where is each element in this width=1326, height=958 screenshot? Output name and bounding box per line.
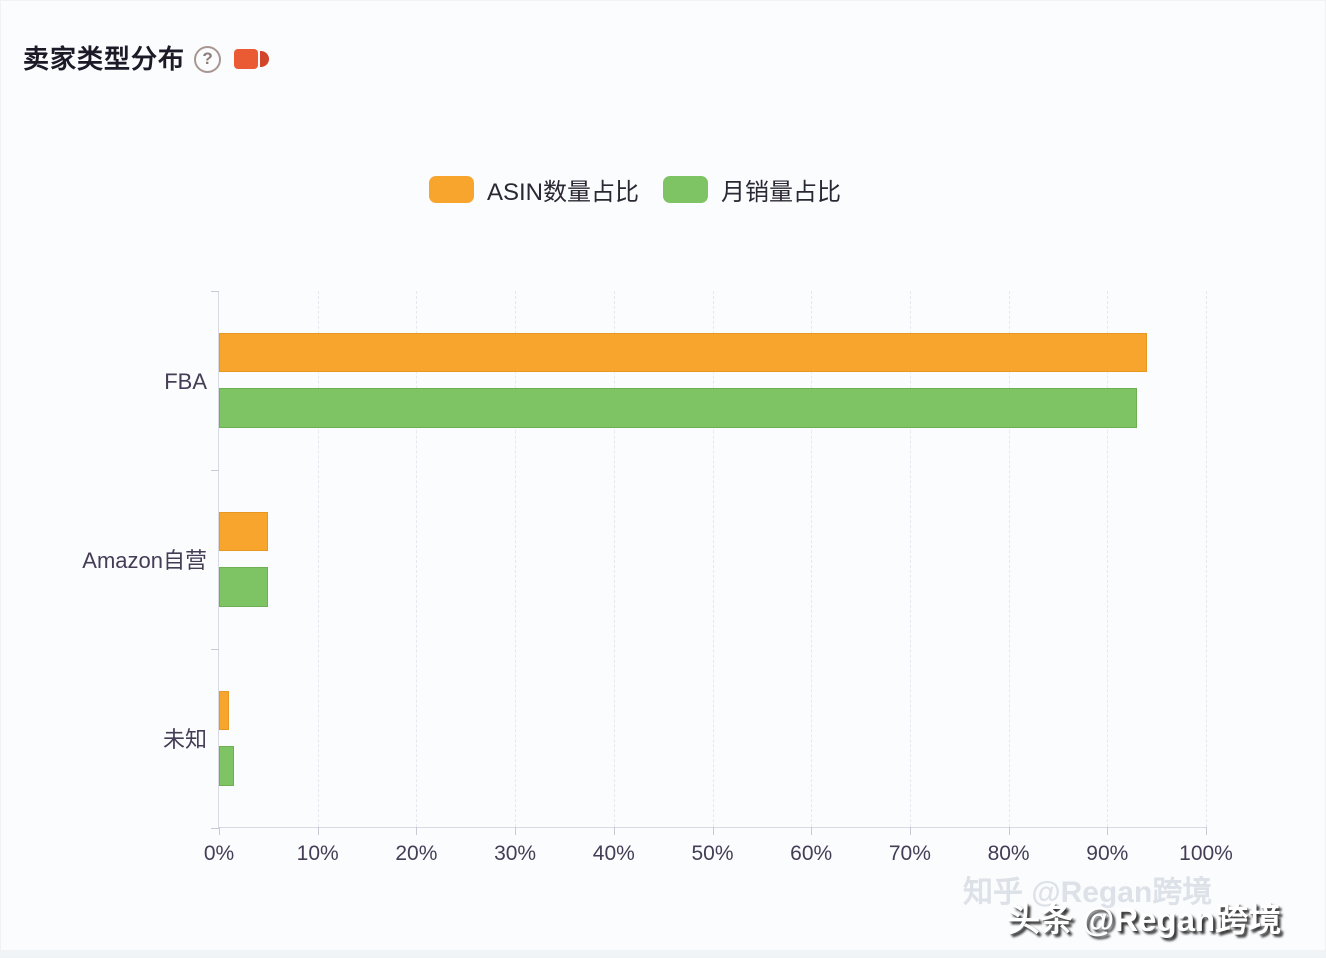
x-axis-label: 70% [888, 842, 931, 865]
question-circle-icon[interactable]: ? [194, 45, 222, 73]
x-axis-label: 40% [592, 842, 635, 865]
bar-ASIN数量占比-Amazon自营 [219, 512, 269, 551]
gridline [712, 291, 714, 827]
panel-header: 卖家类型分布 ? [23, 43, 270, 75]
x-axis-label: 90% [1086, 842, 1129, 865]
bottom-edge-strip [1, 950, 1325, 957]
bar-月销量占比-未知 [219, 746, 234, 786]
x-axis-tick [811, 827, 813, 835]
gridline [811, 291, 813, 827]
x-axis-tick [416, 827, 418, 835]
bar-月销量占比-FBA [219, 388, 1137, 428]
y-axis-tick [211, 649, 219, 650]
bar-ASIN数量占比-FBA [219, 333, 1147, 372]
x-axis-tick [909, 827, 911, 835]
x-axis-tick [1206, 827, 1207, 835]
gridline [515, 291, 517, 827]
bar-chart-plot-area: 0% 10% 20% 30% 40% 50% 60% 70% 80% 90% 100% FBA Amaz… [82, 291, 1233, 865]
legend-swatch-icon [428, 176, 474, 203]
gridline [317, 291, 319, 827]
chart-legend: ASIN数量占比 月销量占比 [1, 172, 1297, 207]
x-axis-label: 80% [987, 842, 1030, 865]
bar-ASIN数量占比-未知 [219, 691, 229, 730]
y-axis-tick [211, 470, 219, 471]
page-title: 卖家类型分布 [23, 44, 186, 74]
gridline [909, 291, 911, 827]
watermark-zhihu: 知乎 @Regan跨境 [963, 876, 1213, 909]
x-axis-tick [712, 827, 714, 835]
x-axis-label: 10% [296, 842, 339, 865]
x-axis-tick [219, 827, 220, 835]
legend-item-0[interactable]: ASIN数量占比 [428, 172, 639, 207]
x-axis-label: 50% [691, 842, 734, 865]
watermark-toutiao: 头条 @Regan跨境 [1007, 901, 1282, 938]
x-axis-tick [1107, 827, 1109, 835]
x-axis-label: 60% [790, 842, 833, 865]
y-axis-tick [211, 291, 219, 292]
y-axis-label: 未知 [162, 726, 207, 752]
x-axis-label: 100% [1179, 842, 1233, 865]
x-axis-tick [1008, 827, 1010, 835]
x-axis-label: 20% [395, 842, 438, 865]
x-axis-label: 30% [494, 842, 537, 865]
gridline [1206, 291, 1207, 827]
legend-label: ASIN数量占比 [486, 179, 639, 206]
camera-body-shape [234, 49, 259, 69]
video-camera-icon[interactable] [234, 49, 270, 69]
gridline [613, 291, 615, 827]
x-axis-tick [317, 827, 319, 835]
gridline [1107, 291, 1109, 827]
gridline [1008, 291, 1010, 827]
legend-item-1[interactable]: 月销量占比 [663, 172, 841, 207]
camera-lens-shape [260, 51, 270, 67]
gridline [416, 291, 418, 827]
x-axis-label: 0% [203, 842, 235, 865]
y-axis-tick [211, 828, 219, 829]
x-axis-tick [613, 827, 615, 835]
legend-label: 月销量占比 [721, 179, 841, 206]
y-axis-label: FBA [164, 368, 207, 394]
legend-swatch-icon [663, 176, 708, 203]
question-glyph: ? [202, 49, 213, 68]
x-axis-tick [515, 827, 517, 835]
bar-月销量占比-Amazon自营 [219, 567, 269, 607]
y-axis-label: Amazon自营 [82, 547, 207, 573]
